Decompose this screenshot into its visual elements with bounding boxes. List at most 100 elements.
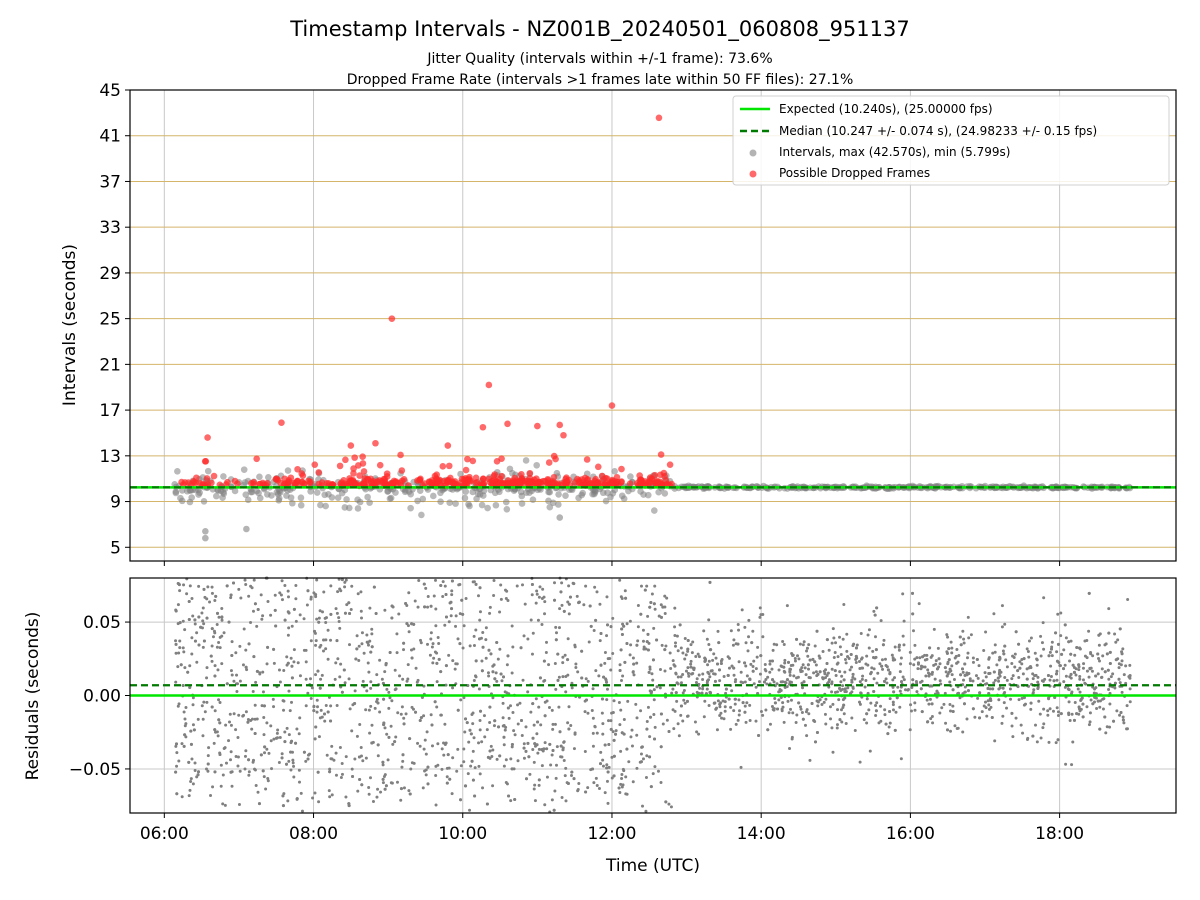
residual-point-2533 bbox=[531, 631, 535, 635]
residual-point-1920 bbox=[1020, 657, 1024, 661]
residual-point-656 bbox=[835, 726, 839, 730]
residual-point-1362 bbox=[247, 773, 251, 777]
residual-point-1511 bbox=[244, 582, 248, 586]
residual-point-1442 bbox=[665, 718, 669, 722]
residual-point-3026 bbox=[1052, 679, 1056, 683]
residual-point-1454 bbox=[516, 722, 520, 726]
residual-point-1955 bbox=[723, 709, 727, 713]
residual-point-1742 bbox=[335, 703, 339, 707]
residual-point-1655 bbox=[1005, 706, 1009, 710]
dropped-point-1039 bbox=[504, 480, 512, 487]
residual-point-3024 bbox=[216, 611, 220, 615]
residual-point-2633 bbox=[651, 658, 655, 662]
residual-point-655 bbox=[764, 669, 768, 673]
residual-point-3184 bbox=[620, 633, 624, 637]
residual-point-603 bbox=[273, 593, 277, 597]
residual-point-623 bbox=[913, 708, 917, 712]
residual-point-1533 bbox=[598, 602, 602, 606]
dropped-point-1124 bbox=[416, 476, 424, 484]
residual-point-1948 bbox=[266, 600, 270, 604]
residual-point-1079 bbox=[601, 764, 605, 768]
residual-point-1323 bbox=[337, 619, 341, 623]
residual-point-1170 bbox=[174, 651, 178, 655]
residual-point-812 bbox=[367, 708, 371, 712]
residual-point-2305 bbox=[1101, 697, 1105, 701]
residual-point-1379 bbox=[266, 776, 270, 780]
dropped-point-1062 bbox=[603, 475, 611, 482]
residual-point-1052 bbox=[285, 726, 289, 730]
residual-point-2145 bbox=[244, 648, 248, 652]
residual-point-2244 bbox=[737, 698, 741, 702]
residual-point-2976 bbox=[652, 602, 656, 606]
residual-point-792 bbox=[630, 744, 634, 748]
residual-point-3001 bbox=[433, 700, 437, 704]
residual-point-2256 bbox=[673, 606, 677, 610]
interval-point-606 bbox=[627, 473, 634, 480]
residual-point-2704 bbox=[481, 645, 485, 649]
residual-point-703 bbox=[336, 657, 340, 661]
residual-point-686 bbox=[876, 671, 880, 675]
interval-point-597 bbox=[274, 490, 282, 498]
residual-point-2281 bbox=[761, 612, 765, 616]
residual-point-1648 bbox=[292, 660, 296, 664]
residual-point-851 bbox=[434, 803, 438, 807]
residual-point-2518 bbox=[361, 759, 365, 763]
residual-point-764 bbox=[456, 637, 460, 641]
residual-point-2295 bbox=[617, 700, 621, 704]
residual-point-2321 bbox=[1068, 659, 1072, 663]
residual-point-3181 bbox=[262, 704, 266, 708]
residual-point-2563 bbox=[888, 721, 892, 725]
residual-point-2425 bbox=[831, 750, 835, 754]
dropped-point-888 bbox=[526, 469, 534, 477]
dropped-point-1045 bbox=[311, 461, 319, 468]
residual-point-908 bbox=[334, 773, 338, 777]
residuals-points bbox=[174, 576, 1132, 814]
residual-point-2238 bbox=[719, 659, 723, 663]
interval-point-484 bbox=[418, 511, 425, 519]
residual-point-2445 bbox=[891, 658, 895, 662]
dropped-point-1040 bbox=[281, 480, 289, 487]
residual-point-2054 bbox=[324, 621, 328, 625]
residual-point-1893 bbox=[1036, 675, 1040, 679]
residual-point-1707 bbox=[917, 602, 921, 606]
residual-point-2010 bbox=[815, 699, 819, 703]
residual-point-2448 bbox=[410, 761, 414, 765]
residual-point-1228 bbox=[608, 657, 612, 661]
residual-point-2773 bbox=[846, 655, 850, 659]
residual-point-2411 bbox=[866, 663, 870, 667]
dropped-point-1136 bbox=[436, 479, 443, 487]
interval-point-576 bbox=[174, 468, 181, 475]
residual-point-965 bbox=[748, 703, 752, 707]
residual-point-2213 bbox=[312, 704, 316, 708]
residual-point-2824 bbox=[266, 645, 270, 649]
residual-point-2853 bbox=[426, 765, 430, 769]
residual-point-2956 bbox=[290, 739, 294, 743]
residual-point-1369 bbox=[469, 764, 473, 768]
residual-point-2115 bbox=[180, 795, 184, 799]
residual-point-1835 bbox=[496, 657, 500, 661]
residual-point-1232 bbox=[804, 673, 808, 677]
interval-point-512 bbox=[503, 505, 511, 513]
interval-point-187 bbox=[213, 492, 220, 500]
residual-point-1160 bbox=[869, 701, 873, 705]
residual-point-2529 bbox=[512, 729, 516, 733]
residual-point-1532 bbox=[563, 774, 567, 778]
residual-point-2270 bbox=[554, 776, 558, 780]
residual-point-1083 bbox=[1050, 654, 1054, 658]
residual-point-1548 bbox=[949, 640, 953, 644]
residual-point-2079 bbox=[553, 789, 557, 793]
residual-point-2458 bbox=[195, 660, 199, 664]
residual-point-3173 bbox=[888, 672, 892, 676]
residual-point-2323 bbox=[566, 721, 570, 725]
residual-point-3130 bbox=[1067, 640, 1071, 644]
residual-point-3142 bbox=[193, 639, 197, 643]
residual-point-2517 bbox=[672, 727, 676, 731]
residual-point-2698 bbox=[537, 778, 541, 782]
interval-point-43 bbox=[364, 493, 371, 501]
residual-point-3182 bbox=[402, 641, 406, 645]
residual-point-3037 bbox=[312, 709, 316, 713]
residual-point-845 bbox=[532, 760, 536, 764]
dropped-point-886 bbox=[356, 472, 363, 479]
residual-point-3104 bbox=[174, 609, 178, 613]
residual-point-3179 bbox=[618, 668, 622, 672]
